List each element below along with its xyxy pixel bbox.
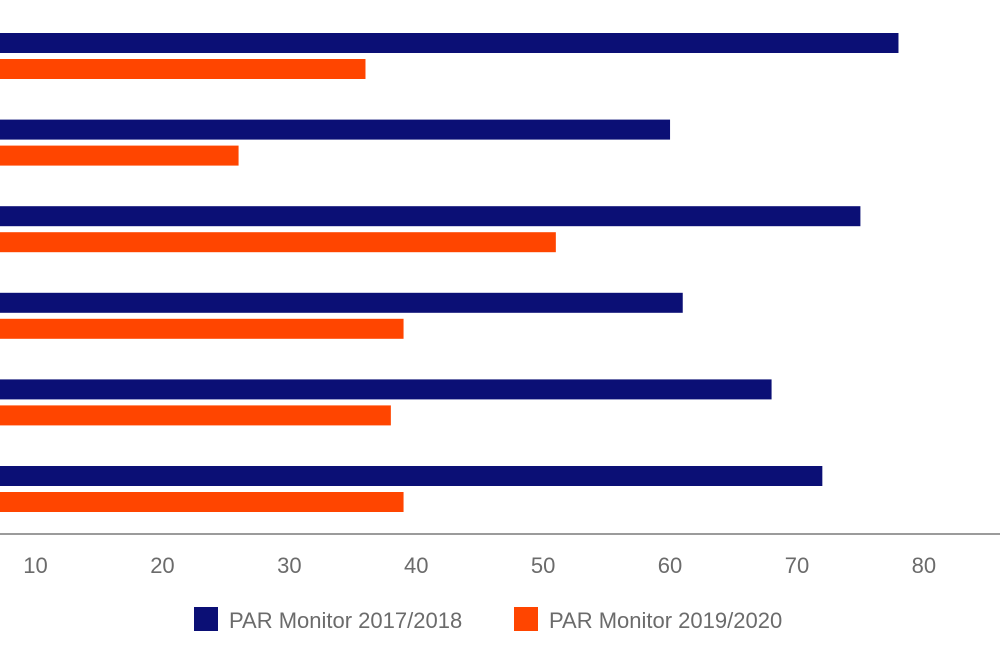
x-tick-label: 40 xyxy=(404,553,428,578)
x-tick-label: 70 xyxy=(785,553,809,578)
bar-series-2-category-6 xyxy=(0,492,404,512)
bar-series-1-category-6 xyxy=(0,466,823,486)
bar-series-1-category-4 xyxy=(0,292,683,313)
legend-swatch-series-1 xyxy=(194,607,218,631)
bar-series-1-category-5 xyxy=(0,379,772,400)
x-tick-labels: 10 20 30 40 50 60 70 80 xyxy=(23,553,936,578)
legend-swatch-series-2 xyxy=(514,607,538,631)
legend-label-series-1: PAR Monitor 2017/2018 xyxy=(229,608,462,633)
bar-series-2-category-1 xyxy=(0,59,366,79)
bar-series-1-category-1 xyxy=(0,33,899,53)
x-tick-label: 60 xyxy=(658,553,682,578)
bar-series-1-category-3 xyxy=(0,206,861,227)
bar-series-1-category-2 xyxy=(0,119,671,140)
bar-series-2-category-2 xyxy=(0,145,239,166)
legend-label-series-2: PAR Monitor 2019/2020 xyxy=(549,608,782,633)
x-tick-label: 10 xyxy=(23,553,47,578)
bar-series-2-category-5 xyxy=(0,405,391,426)
legend: PAR Monitor 2017/2018 PAR Monitor 2019/20… xyxy=(194,607,782,633)
bar-series-2-category-3 xyxy=(0,232,556,253)
bar-series-2-category-4 xyxy=(0,318,404,339)
bars-group xyxy=(0,33,899,512)
x-tick-label: 50 xyxy=(531,553,555,578)
x-tick-label: 20 xyxy=(150,553,174,578)
x-tick-label: 80 xyxy=(912,553,936,578)
x-tick-label: 30 xyxy=(277,553,301,578)
